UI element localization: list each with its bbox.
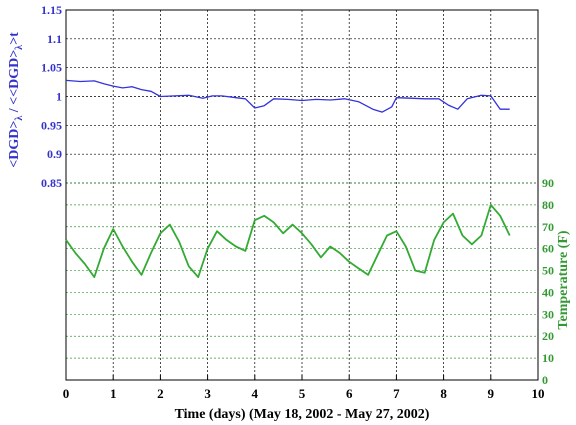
x-tick-label: 8 bbox=[440, 386, 447, 401]
x-tick-label: 2 bbox=[157, 386, 164, 401]
upper-y-axis-label: <DGD>λ / <<DGD>λ>t bbox=[7, 32, 25, 168]
x-tick-label: 0 bbox=[63, 386, 70, 401]
x-tick-label: 1 bbox=[110, 386, 117, 401]
upper-y-tick-label: 1.1 bbox=[47, 32, 62, 46]
lower-series bbox=[65, 203, 511, 279]
upper-y-tick-label: 1.15 bbox=[41, 3, 62, 17]
lower-y-axis-label: Temperature (F) bbox=[556, 230, 571, 329]
x-tick-label: 7 bbox=[393, 386, 400, 401]
lower-y-tick-label: 20 bbox=[542, 329, 554, 343]
upper-y-tick-label: 0.9 bbox=[47, 147, 62, 161]
lower-y-tick-label: 90 bbox=[542, 176, 554, 190]
x-axis-label: Time (days) (May 18, 2002 - May 27, 2002… bbox=[175, 407, 430, 422]
x-tick-label: 6 bbox=[346, 386, 353, 401]
upper-series bbox=[65, 79, 510, 113]
lower-y-tick-label: 30 bbox=[542, 307, 554, 321]
x-tick-label: 3 bbox=[204, 386, 211, 401]
x-tick-label: 4 bbox=[252, 386, 259, 401]
lower-y-tick-label: 80 bbox=[542, 198, 554, 212]
upper-y-tick-label: 0.85 bbox=[41, 176, 62, 190]
lower-y-tick-label: 70 bbox=[542, 220, 554, 234]
x-ticks: 0 1 2 3 4 5 6 7 8 9 10 bbox=[63, 375, 545, 401]
upper-y-tick-label: 0.95 bbox=[41, 118, 62, 132]
lower-y-tick-label: 10 bbox=[542, 351, 554, 365]
lower-y-ticks: 0 10 20 30 40 50 60 70 80 90 bbox=[542, 176, 554, 387]
lower-y-tick-label: 40 bbox=[542, 285, 554, 299]
upper-y-tick-label: 1.05 bbox=[41, 61, 62, 75]
x-tick-label: 5 bbox=[299, 386, 306, 401]
upper-y-ticks: 0.85 0.9 0.95 1 1.05 1.1 1.15 bbox=[41, 3, 62, 190]
lower-y-tick-label: 60 bbox=[542, 242, 554, 256]
upper-series-line bbox=[65, 79, 510, 113]
upper-y-tick-label: 1 bbox=[56, 90, 62, 104]
lower-y-tick-label: 0 bbox=[542, 373, 548, 387]
lower-y-tick-label: 50 bbox=[542, 264, 554, 278]
x-tick-label: 9 bbox=[488, 386, 495, 401]
lower-series-line bbox=[65, 203, 511, 279]
x-tick-label: 10 bbox=[532, 386, 545, 401]
